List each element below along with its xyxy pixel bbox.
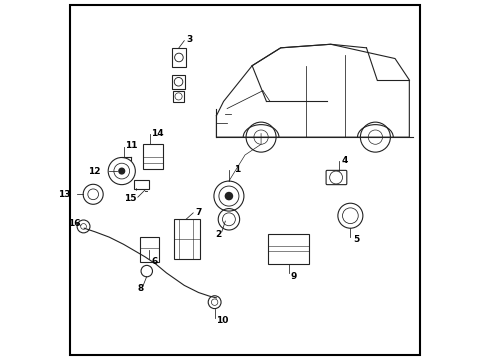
- Bar: [172, 75, 185, 89]
- Text: 16: 16: [68, 219, 81, 228]
- Text: 11: 11: [124, 141, 137, 150]
- Text: 6: 6: [151, 257, 158, 266]
- Bar: [268, 234, 309, 264]
- Text: 15: 15: [123, 194, 136, 203]
- Text: 3: 3: [186, 36, 192, 45]
- Text: 10: 10: [217, 316, 229, 325]
- Bar: [140, 237, 159, 262]
- Text: 12: 12: [88, 167, 100, 176]
- Text: 13: 13: [58, 190, 71, 199]
- Bar: [172, 48, 186, 67]
- Text: 4: 4: [342, 156, 348, 165]
- Bar: [173, 91, 184, 102]
- Circle shape: [119, 168, 124, 174]
- Text: 1: 1: [234, 166, 240, 175]
- Bar: [143, 144, 163, 169]
- Circle shape: [225, 193, 232, 200]
- Text: 14: 14: [151, 129, 164, 138]
- Text: 5: 5: [353, 235, 359, 244]
- Bar: [173, 219, 200, 258]
- Text: 7: 7: [195, 208, 201, 217]
- Bar: [134, 180, 148, 189]
- Text: 2: 2: [216, 230, 222, 239]
- Text: 9: 9: [291, 272, 297, 281]
- FancyBboxPatch shape: [326, 170, 347, 185]
- Text: 8: 8: [137, 284, 144, 293]
